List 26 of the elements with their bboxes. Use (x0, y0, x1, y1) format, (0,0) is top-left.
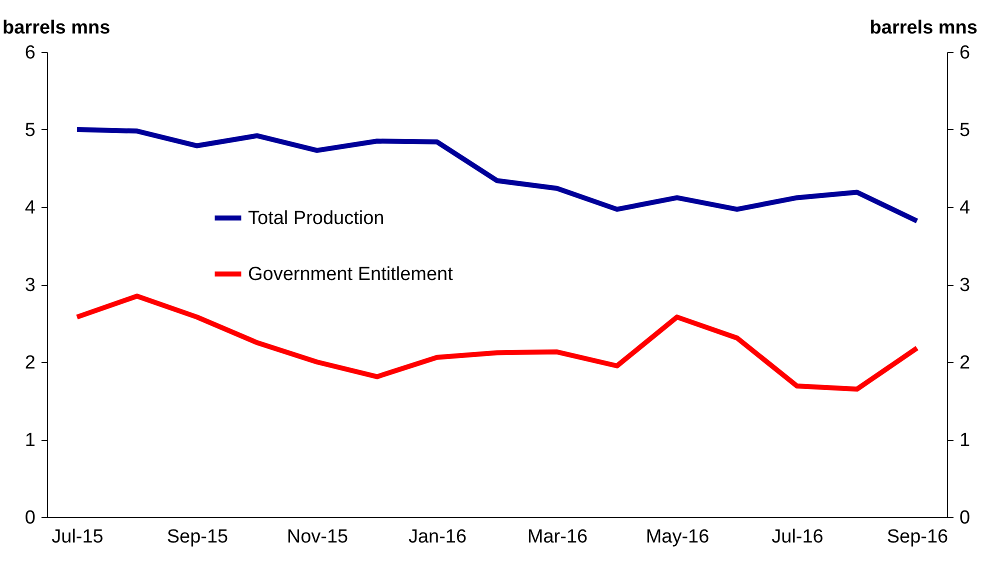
y2-axis-title: barrels mns (870, 18, 978, 38)
x-tick-label: Jan-16 (408, 526, 467, 548)
y-tick-label: 2 (24, 352, 36, 374)
y2-tick-label: 0 (960, 508, 970, 528)
y-tick-label: 4 (24, 198, 36, 218)
y-tick-label: 5 (24, 120, 36, 141)
legend-label: Government Entitlement (248, 264, 454, 285)
y2-tick-label: 4 (960, 198, 970, 218)
y2-tick-label: 5 (960, 120, 970, 141)
y2-tick-label: 6 (960, 42, 970, 64)
y2-tick-label: 1 (960, 430, 970, 451)
y-tick-label: 1 (24, 430, 36, 451)
y2-tick-label: 2 (960, 352, 970, 374)
x-tick-label: Sep-16 (886, 526, 948, 548)
x-tick-label: Jul-15 (52, 526, 104, 548)
x-tick-label: Nov-15 (286, 526, 348, 548)
y-tick-label: 6 (24, 42, 36, 64)
y-tick-label: 3 (24, 275, 36, 296)
x-tick-label: Jul-16 (772, 526, 824, 548)
x-tick-label: Mar-16 (527, 526, 588, 548)
legend-label: Total Production (248, 208, 384, 229)
y-axis-title: barrels mns (2, 18, 110, 38)
x-tick-label: Sep-15 (166, 526, 228, 548)
x-tick-label: May-16 (646, 526, 710, 548)
y-tick-label: 0 (24, 508, 36, 528)
y2-tick-label: 3 (960, 275, 970, 296)
